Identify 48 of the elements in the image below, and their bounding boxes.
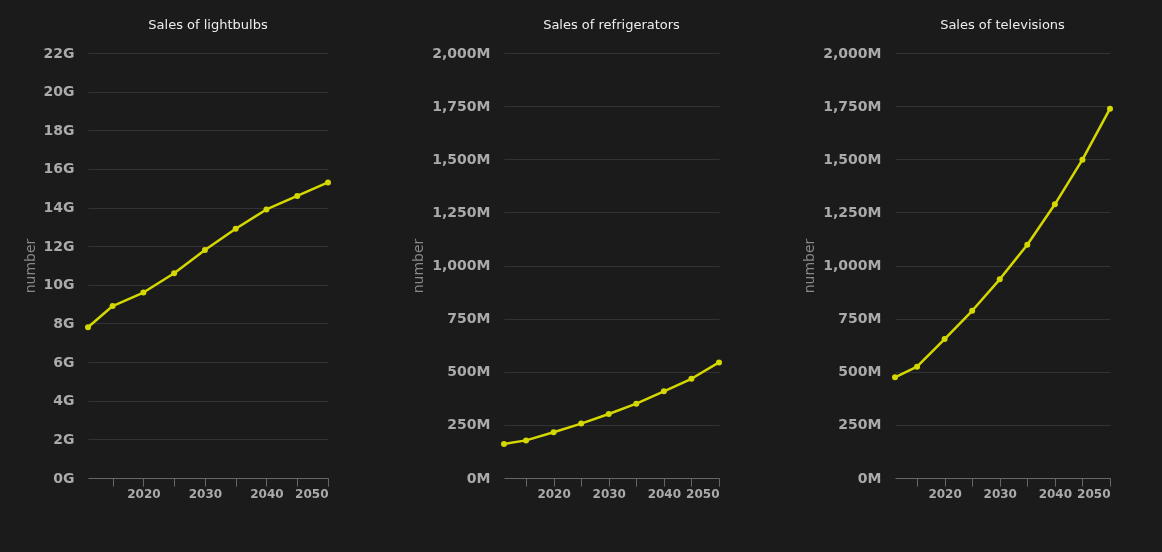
y-tick-label: 1,000M bbox=[432, 257, 491, 273]
x-tick-label: 2050 bbox=[686, 486, 720, 501]
chart-title: Sales of lightbulbs bbox=[148, 17, 268, 32]
x-tick-label: 2030 bbox=[983, 486, 1017, 501]
y-axis-title: number bbox=[801, 238, 818, 294]
y-tick-label: 10G bbox=[43, 276, 75, 293]
x-tick-label: 2030 bbox=[592, 486, 626, 501]
chart-title: Sales of televisions bbox=[940, 17, 1066, 32]
y-tick-label: 1,750M bbox=[432, 97, 491, 114]
x-tick-label: 2020 bbox=[537, 486, 571, 501]
y-tick-label: 500M bbox=[447, 363, 491, 380]
x-tick-label: 2040 bbox=[1038, 486, 1073, 501]
y-tick-label: 250M bbox=[838, 416, 882, 433]
y-tick-label: 16G bbox=[43, 160, 75, 177]
y-tick-label: 0M bbox=[857, 469, 882, 486]
y-tick-label: 1,500M bbox=[823, 150, 882, 167]
y-tick-label: 2G bbox=[53, 430, 75, 447]
x-tick-label: 2050 bbox=[295, 486, 329, 501]
y-tick-label: 1,750M bbox=[823, 97, 882, 114]
y-axis-title: number bbox=[410, 238, 427, 294]
x-tick-label: 2040 bbox=[250, 486, 284, 501]
y-axis-title: number bbox=[21, 238, 38, 294]
y-tick-label: 250M bbox=[447, 416, 491, 433]
y-tick-label: 18G bbox=[43, 121, 75, 138]
x-tick-label: 2050 bbox=[1077, 486, 1111, 501]
y-tick-label: 2,000M bbox=[432, 44, 491, 61]
chart-title: Sales of refrigerators bbox=[543, 17, 681, 32]
y-tick-label: 1,250M bbox=[823, 203, 882, 220]
y-tick-label: 14G bbox=[43, 199, 75, 216]
x-tick-label: 2030 bbox=[188, 486, 223, 501]
y-tick-label: 1,250M bbox=[432, 203, 491, 220]
x-tick-label: 2020 bbox=[928, 486, 962, 501]
y-tick-label: 22G bbox=[43, 44, 75, 61]
y-tick-label: 8G bbox=[53, 314, 75, 331]
y-tick-label: 1,000M bbox=[823, 257, 882, 273]
y-tick-label: 6G bbox=[53, 353, 75, 370]
x-tick-label: 2040 bbox=[647, 486, 682, 501]
y-tick-label: 0G bbox=[53, 469, 75, 486]
y-tick-label: 750M bbox=[838, 310, 882, 327]
y-tick-label: 0M bbox=[466, 469, 491, 486]
y-tick-label: 750M bbox=[447, 310, 491, 327]
y-tick-label: 4G bbox=[53, 392, 75, 409]
y-tick-label: 12G bbox=[43, 237, 75, 254]
y-tick-label: 20G bbox=[43, 83, 75, 100]
y-tick-label: 500M bbox=[838, 363, 882, 380]
y-tick-label: 2,000M bbox=[823, 44, 882, 61]
y-tick-label: 1,500M bbox=[432, 150, 491, 167]
x-tick-label: 2020 bbox=[127, 486, 161, 501]
